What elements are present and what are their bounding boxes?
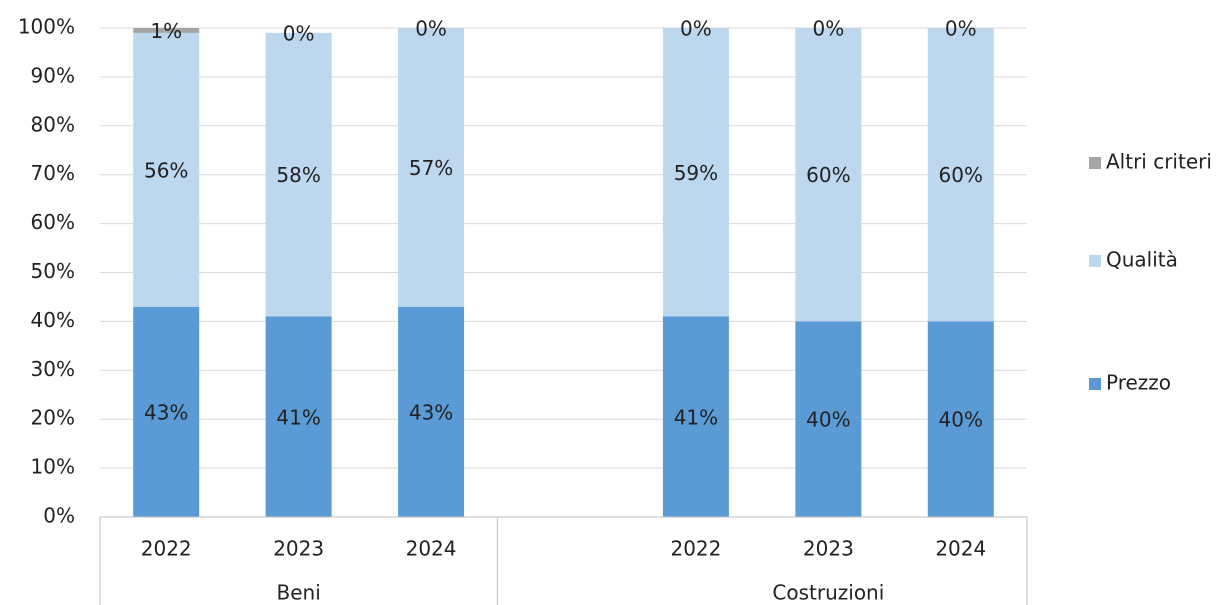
data-label: 40% <box>806 408 850 432</box>
data-label: 1% <box>150 19 182 43</box>
legend-label: Qualità <box>1106 248 1178 272</box>
bar-segment <box>927 28 994 322</box>
bar-segment <box>795 28 862 322</box>
bar-segment <box>133 32 200 307</box>
data-label: 60% <box>806 163 850 187</box>
bar-segment <box>662 28 729 317</box>
legend-swatch <box>1089 255 1101 267</box>
x-tick-label: 2022 <box>141 537 192 561</box>
y-tick-label: 90% <box>31 63 75 87</box>
bar-segment <box>398 28 465 307</box>
x-tick-label: 2024 <box>406 537 457 561</box>
legend-swatch <box>1089 378 1101 390</box>
x-tick-label: 2023 <box>803 537 854 561</box>
y-tick-label: 10% <box>31 455 75 479</box>
y-tick-label: 100% <box>18 15 75 39</box>
data-label: 43% <box>409 400 453 424</box>
x-tick-label: 2024 <box>935 537 986 561</box>
bar-segment <box>133 306 200 517</box>
y-tick-label: 40% <box>31 308 75 332</box>
legend-label: Altri criteri <box>1106 150 1212 174</box>
data-label: 0% <box>283 21 315 45</box>
group-label: Costruzioni <box>772 581 884 605</box>
data-label: 41% <box>674 405 718 429</box>
legend-swatch <box>1089 157 1101 169</box>
data-label: 43% <box>144 400 188 424</box>
y-tick-label: 50% <box>31 259 75 283</box>
bar-segment <box>662 316 729 517</box>
bar-segment <box>398 306 465 517</box>
data-label: 0% <box>680 17 712 41</box>
data-label: 56% <box>144 158 188 182</box>
data-label: 0% <box>415 17 447 41</box>
data-label: 60% <box>939 163 983 187</box>
data-label: 58% <box>276 163 320 187</box>
y-tick-label: 30% <box>31 357 75 381</box>
data-label: 41% <box>276 405 320 429</box>
x-tick-label: 2023 <box>273 537 324 561</box>
y-tick-label: 80% <box>31 112 75 136</box>
bar-segment <box>133 28 200 33</box>
y-tick-label: 60% <box>31 210 75 234</box>
y-tick-label: 0% <box>43 504 75 528</box>
x-tick-label: 2022 <box>670 537 721 561</box>
y-tick-label: 20% <box>31 406 75 430</box>
bar-segment <box>927 321 994 517</box>
data-label: 57% <box>409 156 453 180</box>
bar-segment <box>265 316 332 517</box>
bar-segment <box>265 32 332 317</box>
group-label: Beni <box>277 581 321 605</box>
data-label: 0% <box>945 17 977 41</box>
data-label: 0% <box>812 17 844 41</box>
bar-segment <box>795 321 862 517</box>
legend-label: Prezzo <box>1106 371 1171 395</box>
y-tick-label: 70% <box>31 161 75 185</box>
data-label: 40% <box>939 408 983 432</box>
data-label: 59% <box>674 161 718 185</box>
